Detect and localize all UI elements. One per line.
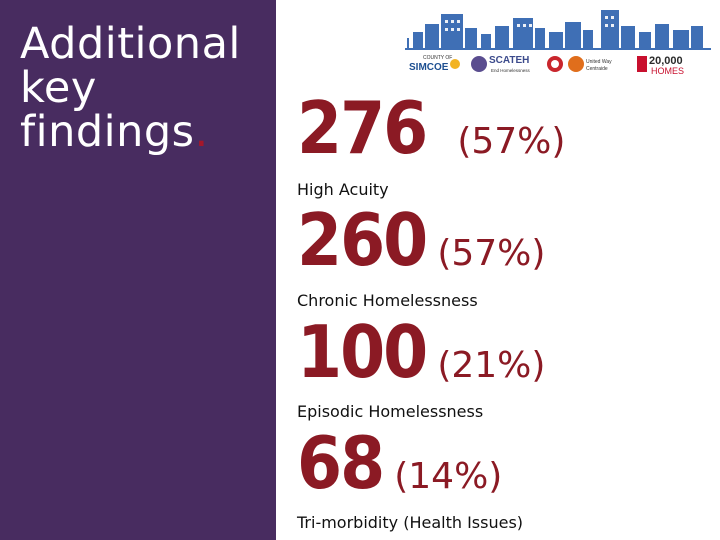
sidebar-panel — [0, 0, 276, 540]
stat-number: 68 — [297, 421, 385, 505]
stat-episodic-homelessness: 100 (21%) — [297, 316, 545, 388]
svg-text:End Homelessness: End Homelessness — [491, 68, 531, 73]
svg-text:SIMCOE: SIMCOE — [409, 62, 449, 73]
page-title: Additional key findings. — [20, 22, 241, 154]
united-way-logo: United Way Centraide — [547, 56, 612, 72]
stat-label: High Acuity — [297, 180, 389, 199]
title-dot: . — [194, 107, 209, 157]
stat-high-acuity: 276 (57%) — [297, 92, 565, 164]
stat-label: Episodic Homelessness — [297, 402, 484, 421]
svg-text:HOMES: HOMES — [651, 66, 684, 76]
stat-label: Tri-morbidity (Health Issues) — [297, 513, 524, 532]
stat-percent: (14%) — [394, 456, 503, 497]
svg-text:United Way: United Way — [586, 59, 612, 65]
city-skyline-icon — [405, 10, 711, 50]
stat-number: 100 — [297, 310, 428, 394]
svg-text:Centraide: Centraide — [586, 66, 608, 72]
stat-tri-morbidity: 68 (14%) — [297, 427, 502, 499]
svg-text:SCATEH: SCATEH — [489, 55, 529, 66]
svg-text:COUNTY OF: COUNTY OF — [423, 55, 452, 61]
simcoe-logo: COUNTY OF SIMCOE — [409, 55, 460, 73]
stat-number: 260 — [297, 198, 428, 282]
title-line-3: findings. — [20, 110, 241, 154]
20000-homes-logo: 20,000 HOMES — [637, 55, 684, 76]
partner-logos: COUNTY OF SIMCOE SCATEH End Homelessness… — [405, 10, 711, 76]
title-line-1: Additional — [20, 19, 241, 69]
stat-chronic-homelessness: 260 (57%) — [297, 204, 545, 276]
title-line-2: key — [20, 63, 97, 113]
stat-percent: (57%) — [457, 121, 566, 162]
scateh-logo: SCATEH End Homelessness — [471, 55, 531, 73]
svg-text:20,000: 20,000 — [649, 55, 683, 67]
stat-label: Chronic Homelessness — [297, 291, 478, 310]
stat-percent: (21%) — [437, 345, 546, 386]
title-word-findings: findings — [20, 107, 195, 157]
stat-percent: (57%) — [437, 233, 546, 274]
stat-number: 276 — [297, 86, 428, 170]
